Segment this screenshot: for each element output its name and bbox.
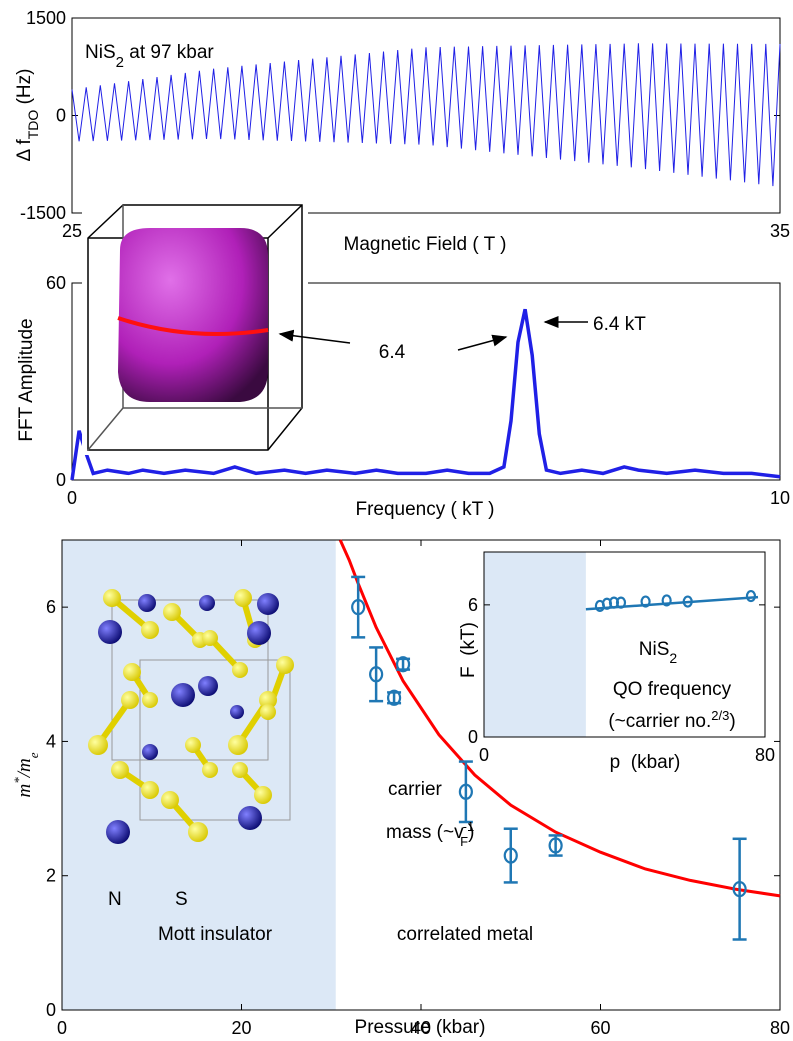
sample-text: NiS <box>85 42 116 63</box>
y-label-text: Δ f <box>14 139 35 162</box>
annotation-sup: 2/3 <box>711 708 729 723</box>
arrow <box>457 334 508 351</box>
y-axis-label: m*/me <box>11 752 41 797</box>
annotation: N <box>108 889 122 910</box>
annotation-sup: -1 <box>463 819 475 834</box>
annotation-rest: ) <box>729 711 735 732</box>
y-tick-label: 0 <box>46 1000 56 1020</box>
sample-rest: at 97 kbar <box>124 42 214 63</box>
data-point <box>682 595 693 608</box>
y-label-rest: /m <box>14 758 35 778</box>
y-tick-label: 4 <box>46 731 56 751</box>
x-axis-label: Pressure (kbar) <box>355 1017 486 1038</box>
annotation-sub: F <box>460 834 468 849</box>
annotation-sub: 2 <box>669 650 677 666</box>
annotation: NiS2 <box>639 639 678 666</box>
y-axis-label: Δ fTDO (Hz) <box>14 69 41 162</box>
data-line <box>338 539 781 898</box>
data-point <box>458 783 473 800</box>
annotation-text: NiS <box>639 639 670 660</box>
y-label-rest: (Hz) <box>14 69 35 110</box>
shaded-region <box>484 552 586 737</box>
annotation: 6.4 <box>379 342 406 363</box>
x-tick-label: 0 <box>67 488 77 508</box>
annotation: 6.4 kT <box>593 314 646 335</box>
fft-panel: 0 10 0 60 <box>46 273 790 508</box>
data-point <box>503 847 518 864</box>
x-tick-label: 25 <box>62 221 82 241</box>
annotation: (~carrier no.2/3) <box>608 708 735 733</box>
x-tick-label: 0 <box>57 1018 67 1038</box>
annotation-rest: ) <box>468 822 474 843</box>
x-tick-label: 80 <box>770 1018 790 1038</box>
data-point <box>661 594 672 607</box>
y-tick-label: 0 <box>468 727 478 747</box>
data-point <box>369 666 384 683</box>
data-point <box>732 881 747 898</box>
x-axis-label: Magnetic Field ( T ) <box>344 234 507 255</box>
crystal-structure <box>88 589 294 844</box>
x-tick-label: 60 <box>590 1018 610 1038</box>
annotation: QO frequency <box>613 679 732 700</box>
data-point <box>351 599 366 616</box>
y-tick-label: 0 <box>56 470 66 490</box>
x-tick-label: 20 <box>231 1018 251 1038</box>
x-tick-label: 40 <box>411 1018 431 1038</box>
y-label-text: m <box>14 784 35 798</box>
plot-frame <box>71 282 781 481</box>
data-line <box>71 43 781 187</box>
fermi-surface-inset <box>82 204 308 455</box>
y-tick-label: -1500 <box>20 203 66 223</box>
y-label-sub: TDO <box>25 110 41 140</box>
x-tick-label: 0 <box>479 745 489 765</box>
y-tick-label: 1500 <box>26 8 66 28</box>
data-point <box>395 656 411 673</box>
frequency-inset: 0 80 0 6 <box>468 551 775 765</box>
data-point <box>640 595 651 608</box>
x-tick-label: 80 <box>755 745 775 765</box>
y-tick-label: 6 <box>468 595 478 615</box>
tdo-panel: 25 35 -1500 0 1500 <box>20 8 790 241</box>
y-axis-label: FFT Amplitude <box>16 318 37 441</box>
data-point <box>615 596 627 609</box>
y-tick-label: 60 <box>46 273 66 293</box>
plot-frame <box>483 551 766 738</box>
x-axis-label: Frequency ( kT ) <box>355 499 494 520</box>
y-axis-label: F (kT) <box>458 622 479 678</box>
data-point <box>386 689 402 706</box>
y-tick-label: 6 <box>46 597 56 617</box>
region-label: correlated metal <box>397 924 533 945</box>
data-point <box>548 837 563 854</box>
x-axis-label: p (kbar) <box>610 752 681 773</box>
annotation: S <box>175 889 188 910</box>
y-tick-label: 0 <box>56 106 66 126</box>
y-label-sup: * <box>11 777 26 784</box>
x-tick-label: 10 <box>770 488 790 508</box>
annotation: mass (~v-1 F) <box>386 819 474 849</box>
sample-label: NiS2 at 97 kbar <box>85 42 214 71</box>
annotation: carrier <box>388 779 443 800</box>
data-point <box>745 589 757 603</box>
sample-sub: 2 <box>116 54 124 71</box>
annotation-text: (~carrier no. <box>608 711 711 732</box>
annotation-text: mass (~v <box>386 822 464 843</box>
arrow <box>278 329 351 344</box>
data-line <box>70 308 781 481</box>
y-label-sub: e <box>26 752 41 758</box>
y-tick-label: 2 <box>46 866 56 886</box>
region-label: Mott insulator <box>158 924 273 945</box>
x-tick-label: 35 <box>770 221 790 241</box>
